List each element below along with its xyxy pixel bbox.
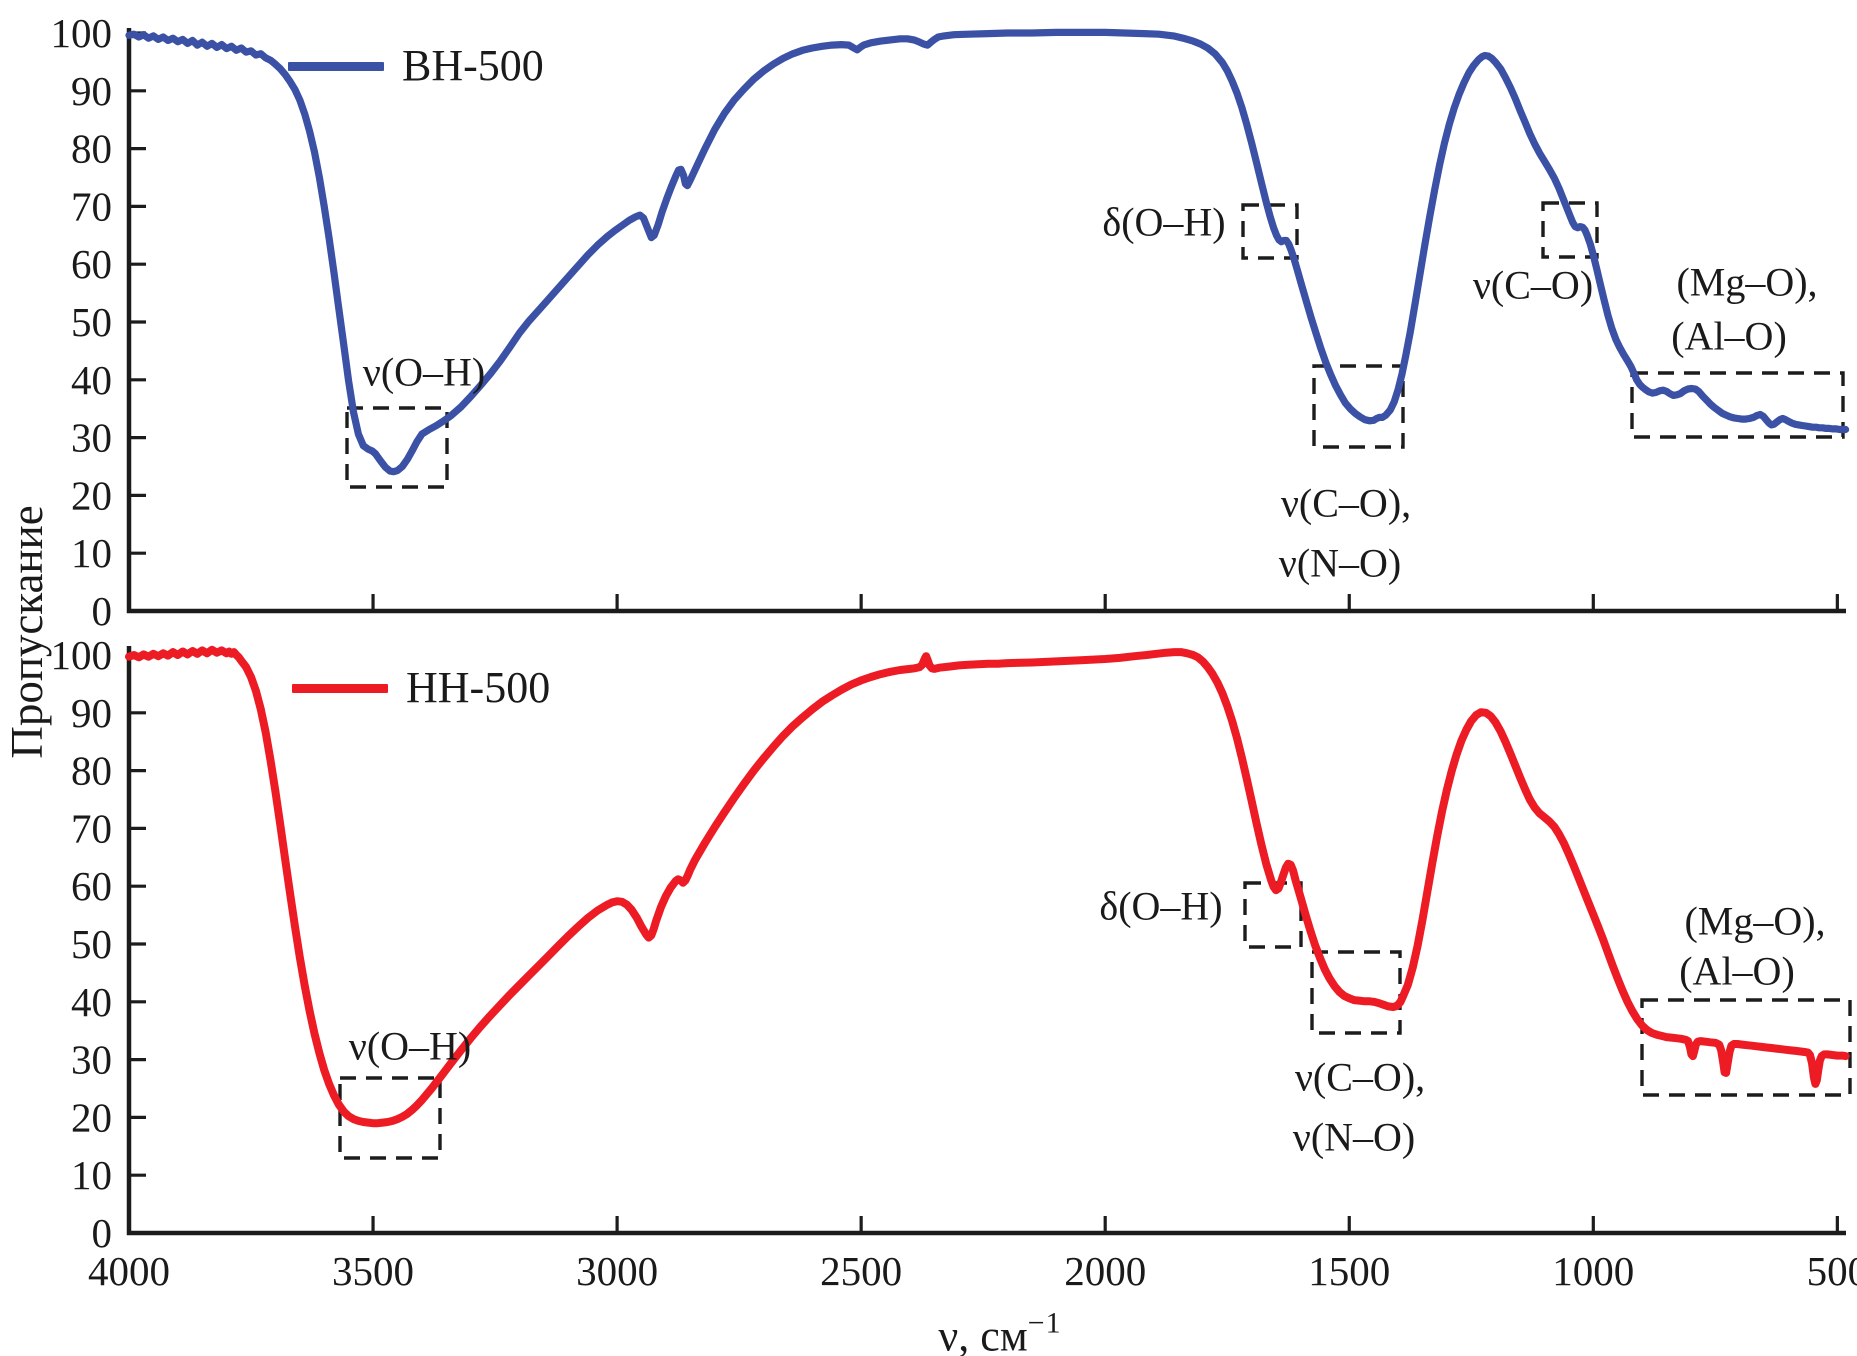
annotation-label: (Al–O) bbox=[1671, 314, 1787, 359]
y-tick-label: 50 bbox=[71, 921, 112, 967]
annotation-label: ν(O–H) bbox=[363, 350, 486, 395]
x-tick-label: 4000 bbox=[88, 1248, 170, 1294]
legend-line-swatch-blue bbox=[288, 61, 384, 71]
feature-box bbox=[1310, 950, 1402, 1035]
feature-box bbox=[1630, 371, 1845, 439]
annotation-label: (Al–O) bbox=[1679, 949, 1795, 994]
y-tick-label: 100 bbox=[51, 10, 113, 56]
legend-top: ВН-500 bbox=[288, 40, 544, 92]
x-tick-label: 1000 bbox=[1552, 1248, 1634, 1294]
y-tick-label: 0 bbox=[92, 588, 113, 634]
legend-bottom: НН-500 bbox=[292, 662, 550, 714]
y-tick-label: 70 bbox=[71, 805, 112, 851]
y-tick-label: 10 bbox=[71, 530, 112, 576]
legend-label-nn500: НН-500 bbox=[406, 663, 551, 712]
x-axis-label-base: ν, см bbox=[938, 1311, 1028, 1356]
spectrum-curve-nn500 bbox=[125, 645, 1850, 1128]
axis-line bbox=[126, 28, 1846, 614]
annotation-label: ν(O–H) bbox=[349, 1024, 472, 1069]
x-tick-label: 3500 bbox=[332, 1248, 414, 1294]
x-tick-label: 3000 bbox=[576, 1248, 658, 1294]
y-tick-label: 40 bbox=[71, 979, 112, 1025]
feature-box bbox=[1640, 998, 1852, 1097]
annotation-label: (Mg–O), bbox=[1684, 899, 1825, 944]
y-tick-label: 20 bbox=[71, 1094, 112, 1140]
legend-label-vn500: ВН-500 bbox=[402, 41, 544, 90]
y-tick-label: 20 bbox=[71, 472, 112, 518]
x-tick-label: 2000 bbox=[1064, 1248, 1146, 1294]
feature-box bbox=[345, 406, 449, 489]
annotation-label: δ(O–H) bbox=[1102, 200, 1225, 245]
y-tick-label: 90 bbox=[71, 690, 112, 736]
y-tick-label: 100 bbox=[51, 632, 113, 678]
y-tick-label: 50 bbox=[71, 299, 112, 345]
x-tick-label: 500 bbox=[1807, 1248, 1857, 1294]
spectrum-curve-vn500 bbox=[125, 28, 1850, 476]
annotation-label: ν(N–O) bbox=[1279, 541, 1402, 586]
x-tick-label: 2500 bbox=[820, 1248, 902, 1294]
feature-box bbox=[1312, 364, 1405, 449]
y-tick-label: 80 bbox=[71, 748, 112, 794]
legend-line-swatch-red bbox=[292, 683, 388, 693]
annotation-label: (Mg–O), bbox=[1676, 260, 1817, 305]
feature-box bbox=[1541, 201, 1599, 259]
y-tick-label: 60 bbox=[71, 863, 112, 909]
y-tick-label: 10 bbox=[71, 1152, 112, 1198]
annotation-label: ν(C–O), bbox=[1281, 481, 1411, 526]
y-tick-label: 90 bbox=[71, 68, 112, 114]
y-axis-label: Пропускание bbox=[2, 505, 52, 759]
y-tick-label: 0 bbox=[92, 1210, 113, 1256]
x-axis-label-exponent: −1 bbox=[1027, 1306, 1062, 1340]
y-tick-label: 70 bbox=[71, 183, 112, 229]
x-tick-label: 1500 bbox=[1308, 1248, 1390, 1294]
feature-box bbox=[338, 1076, 442, 1160]
y-tick-label: 30 bbox=[71, 415, 112, 461]
annotation-label: ν(C–O) bbox=[1473, 263, 1593, 308]
annotation-label: ν(C–O), bbox=[1295, 1055, 1425, 1100]
annotation-label: ν(N–O) bbox=[1293, 1115, 1416, 1160]
annotation-label: δ(O–H) bbox=[1099, 884, 1222, 929]
y-tick-label: 80 bbox=[71, 126, 112, 172]
y-tick-label: 30 bbox=[71, 1037, 112, 1083]
y-tick-label: 60 bbox=[71, 241, 112, 287]
y-tick-label: 40 bbox=[71, 357, 112, 403]
x-axis-label: ν, см−1 bbox=[938, 1307, 1061, 1356]
axis-line bbox=[126, 646, 1846, 1236]
